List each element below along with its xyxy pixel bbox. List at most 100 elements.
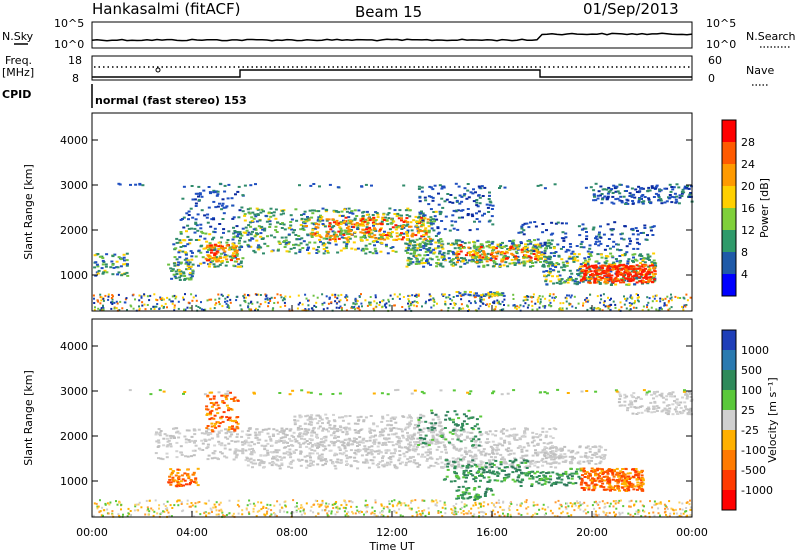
heatmap-cell [179, 272, 183, 275]
heatmap-cell [622, 238, 626, 241]
colorbar-swatch [722, 252, 736, 275]
heatmap-cell [190, 255, 194, 258]
heatmap-cell [92, 514, 95, 517]
heatmap-cell [581, 228, 585, 231]
heatmap-cell [288, 226, 292, 229]
heatmap-cell [451, 299, 454, 302]
heatmap-cell [239, 237, 242, 240]
heatmap-cell [183, 239, 187, 242]
heatmap-cell [621, 267, 625, 270]
heatmap-cell [368, 219, 372, 222]
heatmap-cell [303, 222, 307, 225]
heatmap-cell [468, 300, 471, 303]
heatmap-cell [248, 499, 251, 502]
heatmap-cell [360, 185, 364, 188]
heatmap-cell [620, 200, 624, 203]
heatmap-cell [96, 505, 99, 508]
heatmap-cell [435, 499, 438, 502]
heatmap-cell [294, 234, 298, 236]
heatmap-cell [227, 248, 231, 251]
heatmap-cell [387, 298, 390, 301]
heatmap-cell [194, 505, 197, 508]
heatmap-cell [610, 233, 614, 236]
heatmap-cell [395, 238, 399, 241]
heatmap-cell [480, 296, 483, 299]
heatmap-cell [587, 256, 591, 258]
heatmap-cell [165, 456, 169, 459]
heatmap-cell [633, 283, 637, 286]
heatmap-cell [639, 187, 643, 190]
heatmap-cell [328, 183, 332, 186]
heatmap-cell [607, 238, 611, 240]
heatmap-cell [235, 249, 239, 252]
heatmap-cell [284, 243, 288, 246]
heatmap-cell [331, 462, 335, 465]
heatmap-cell [427, 231, 431, 234]
heatmap-cell [193, 433, 197, 436]
heatmap-cell [418, 254, 422, 257]
heatmap-cell [649, 229, 653, 232]
heatmap-cell [210, 437, 214, 440]
heatmap-cell [534, 449, 537, 452]
heatmap-cell [538, 295, 541, 297]
heatmap-cell [430, 227, 434, 230]
heatmap-cell [492, 247, 496, 250]
heatmap-cell [245, 229, 249, 232]
heatmap-cell [366, 219, 370, 222]
heatmap-cell [613, 267, 617, 270]
heatmap-cell [301, 225, 305, 228]
heatmap-cell [408, 441, 412, 444]
heatmap-cell [178, 249, 182, 252]
heatmap-cell [614, 502, 617, 505]
heatmap-cell [536, 255, 540, 258]
heatmap-cell [582, 302, 585, 305]
heatmap-cell [683, 187, 687, 190]
heatmap-cell [642, 280, 646, 283]
heatmap-cell [503, 245, 506, 248]
heatmap-cell [313, 241, 317, 244]
heatmap-cell [471, 446, 475, 449]
heatmap-cell [165, 452, 169, 455]
heatmap-cell [509, 501, 512, 504]
colorbar-tick-label: 16 [741, 202, 755, 215]
heatmap-cell [581, 280, 585, 283]
heatmap-cell [241, 509, 244, 512]
heatmap-cell [473, 251, 477, 254]
heatmap-cell [254, 215, 258, 218]
heatmap-cell [564, 506, 567, 509]
heatmap-cell [373, 450, 377, 453]
heatmap-cell [456, 261, 459, 264]
heatmap-cell [102, 304, 104, 307]
heatmap-cell [480, 185, 484, 188]
heatmap-cell [473, 247, 477, 250]
heatmap-cell [118, 501, 121, 504]
heatmap-cell [558, 280, 562, 283]
heatmap-cell [514, 247, 518, 250]
heatmap-cell [344, 514, 347, 517]
heatmap-cell [423, 455, 427, 458]
heatmap-cell [530, 300, 533, 303]
heatmap-cell [586, 504, 589, 507]
heatmap-cell [255, 307, 257, 310]
heatmap-cell [664, 297, 667, 300]
heatmap-cell [450, 224, 454, 227]
heatmap-cell [316, 218, 320, 221]
heatmap-cell [633, 253, 637, 256]
heatmap-cell [323, 301, 326, 304]
heatmap-cell [222, 231, 225, 234]
heatmap-cell [165, 445, 169, 448]
heatmap-cell [332, 233, 336, 236]
heatmap-cell [266, 452, 270, 454]
heatmap-cell [673, 192, 677, 195]
heatmap-cell [633, 503, 636, 506]
heatmap-cell [554, 266, 558, 268]
heatmap-cell [256, 233, 260, 236]
heatmap-cell [616, 197, 620, 200]
heatmap-cell [486, 438, 489, 441]
heatmap-cell [154, 433, 158, 436]
heatmap-cell [566, 502, 569, 505]
heatmap-cell [651, 280, 654, 283]
heatmap-cell [230, 259, 233, 262]
heatmap-cell [636, 271, 640, 274]
heatmap-cell [373, 300, 376, 303]
